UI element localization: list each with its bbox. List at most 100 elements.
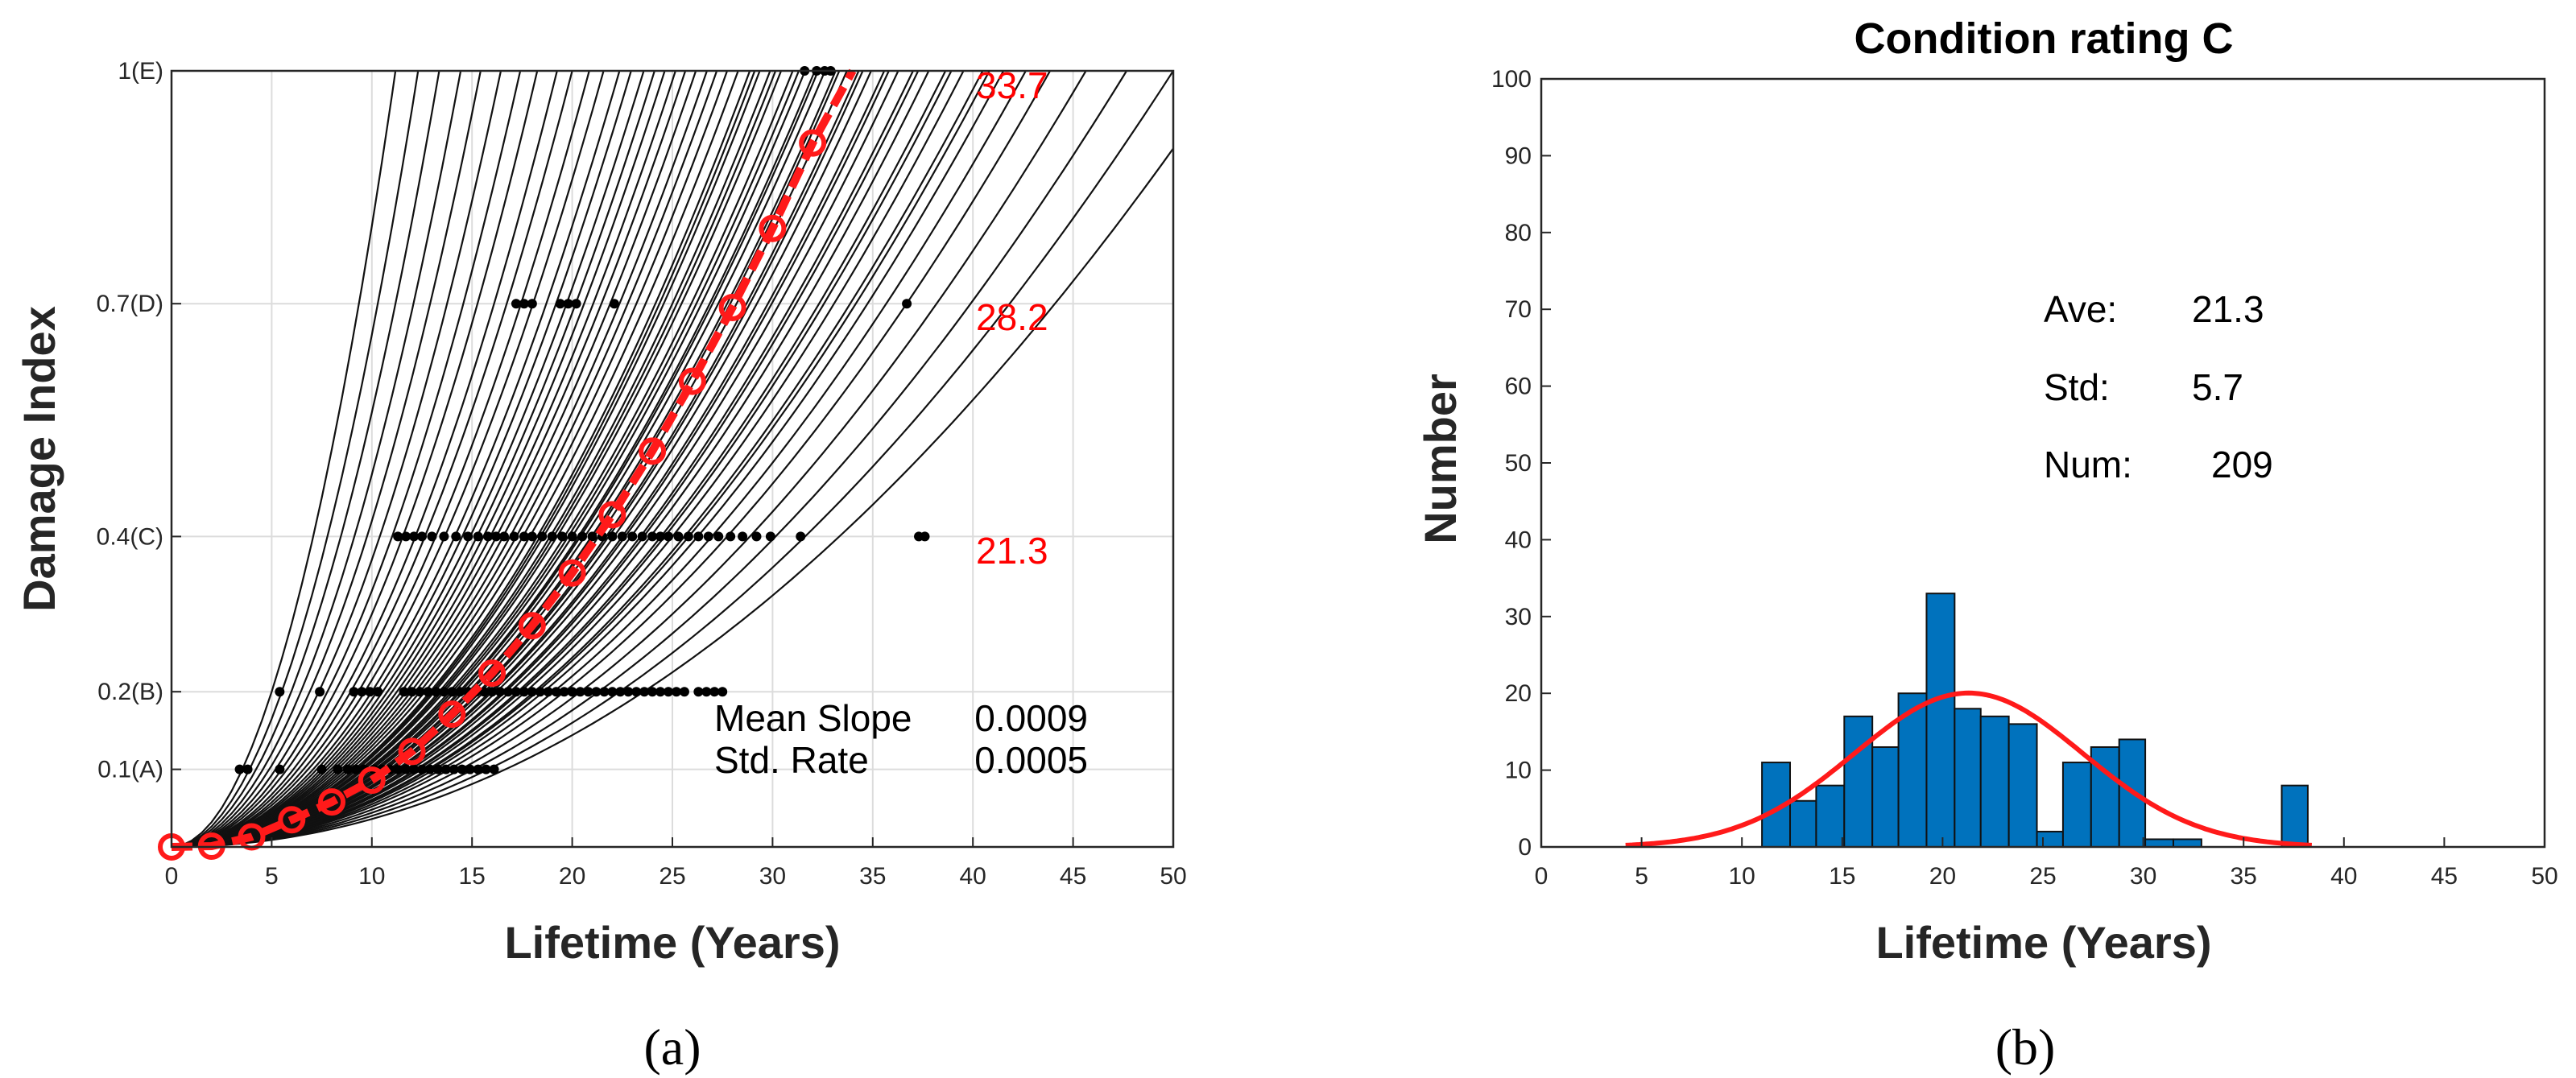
panel-b-x-tick-label: 10 <box>1729 863 1755 890</box>
observation-point <box>473 531 483 542</box>
observation-point <box>563 299 573 309</box>
observation-point <box>920 531 930 542</box>
panel-a-x-tick-label: 35 <box>859 863 886 890</box>
observation-point <box>401 764 411 774</box>
observation-point <box>683 531 693 542</box>
mean-curve-marker <box>438 700 466 729</box>
observation-point <box>551 687 561 697</box>
histogram-bar <box>2280 784 2309 848</box>
observation-point <box>373 687 383 697</box>
observation-point <box>495 687 506 697</box>
panel-a-x-tick-label: 5 <box>265 863 279 890</box>
level-d-annotation: 28.2 <box>976 296 1048 338</box>
panel-a-y-axis-label: Damage Index <box>14 306 64 612</box>
observation-point <box>673 531 684 542</box>
observation-point <box>796 531 806 542</box>
observation-point <box>401 531 411 542</box>
num-value: 209 <box>2211 444 2273 485</box>
observation-point <box>567 531 577 542</box>
panel-b-x-axis-label: Lifetime (Years) <box>1875 917 2211 968</box>
observation-point <box>751 531 762 542</box>
panel-b-y-tick-label: 20 <box>1505 680 1532 707</box>
observation-point <box>449 764 459 774</box>
damage-curve <box>172 71 1173 847</box>
observation-point <box>432 764 443 774</box>
observation-point <box>465 764 475 774</box>
histogram-bar <box>2007 723 2038 848</box>
std-value: 5.7 <box>2192 366 2243 408</box>
damage-curve <box>172 71 677 847</box>
damage-curve <box>172 71 1028 847</box>
level-e-annotation: 33.7 <box>976 64 1048 106</box>
observation-point <box>591 687 602 697</box>
panel-a-x-axis-label: Lifetime (Years) <box>504 917 840 968</box>
observation-point <box>409 531 420 542</box>
observation-point <box>701 687 712 697</box>
std-rate-value: 0.0005 <box>974 739 1088 781</box>
observation-point <box>439 687 449 697</box>
observation-point <box>481 764 491 774</box>
panel-b-x-tick-label: 50 <box>2531 863 2557 890</box>
observation-point <box>457 764 467 774</box>
observation-point <box>617 531 627 542</box>
panel-b-x-tick-label: 20 <box>1929 863 1956 890</box>
panel-a: 0 5 10 15 20 25 30 35 40 45 50 0.1(A)0.2(B)0.4(C)0… <box>14 58 1187 1076</box>
level-c-annotation: 21.3 <box>976 530 1048 572</box>
observation-point <box>559 687 569 697</box>
histogram-bar <box>1871 746 1900 848</box>
mean-curve-marker <box>278 806 306 834</box>
panel-b-y-tick-label: 30 <box>1505 604 1532 630</box>
observation-point <box>399 687 409 697</box>
panel-b-x-tick-label: 45 <box>2431 863 2458 890</box>
panel-a-observations <box>234 66 930 774</box>
observation-point <box>519 687 529 697</box>
observation-point <box>242 764 253 774</box>
observation-point <box>738 531 748 542</box>
observation-point <box>407 687 417 697</box>
observation-point <box>349 687 359 697</box>
observation-point <box>519 299 529 309</box>
panel-a-x-ticks: 0 5 10 15 20 25 30 35 40 45 50 <box>165 837 1187 890</box>
histogram-bar <box>2036 830 2064 849</box>
damage-curve <box>172 71 522 847</box>
observation-point <box>463 531 473 542</box>
observation-point <box>639 687 650 697</box>
observation-point <box>571 299 581 309</box>
panel-b-y-tick-label: 90 <box>1505 142 1532 169</box>
panel-a-x-tick-label: 20 <box>559 863 585 890</box>
observation-point <box>537 531 548 542</box>
observation-point <box>427 531 437 542</box>
mean-curve-line <box>171 68 857 851</box>
observation-point <box>543 687 553 697</box>
panel-b-fit-curve <box>1625 690 2313 848</box>
panel-b-y-tick-label: 100 <box>1491 66 1532 93</box>
observation-point <box>393 764 403 774</box>
panel-a-y-tick-label: 0.4(C) <box>97 523 163 550</box>
panel-b-x-tick-label: 40 <box>2330 863 2357 890</box>
observation-point <box>535 687 545 697</box>
observation-point <box>350 764 361 774</box>
damage-curve <box>172 71 558 847</box>
panel-a-mean-curve <box>158 68 857 861</box>
observation-point <box>637 531 647 542</box>
histogram-bar <box>2172 838 2202 848</box>
observation-point <box>491 531 502 542</box>
mean-slope-label: Mean Slope <box>714 697 912 739</box>
observation-point <box>902 299 912 309</box>
damage-curve <box>172 71 482 847</box>
damage-curve <box>172 71 573 847</box>
observation-point <box>519 531 529 542</box>
observation-point <box>555 299 565 309</box>
observation-point <box>439 531 449 542</box>
observation-point <box>455 687 465 697</box>
observation-point <box>509 531 519 542</box>
observation-point <box>275 764 285 774</box>
panel-b-label: (b) <box>1995 1018 2056 1076</box>
observation-point <box>664 687 674 697</box>
histogram-bar <box>1954 708 1982 849</box>
observation-point <box>424 764 435 774</box>
observation-point <box>489 764 499 774</box>
panel-b-bars <box>1761 593 2309 849</box>
observation-point <box>577 531 588 542</box>
